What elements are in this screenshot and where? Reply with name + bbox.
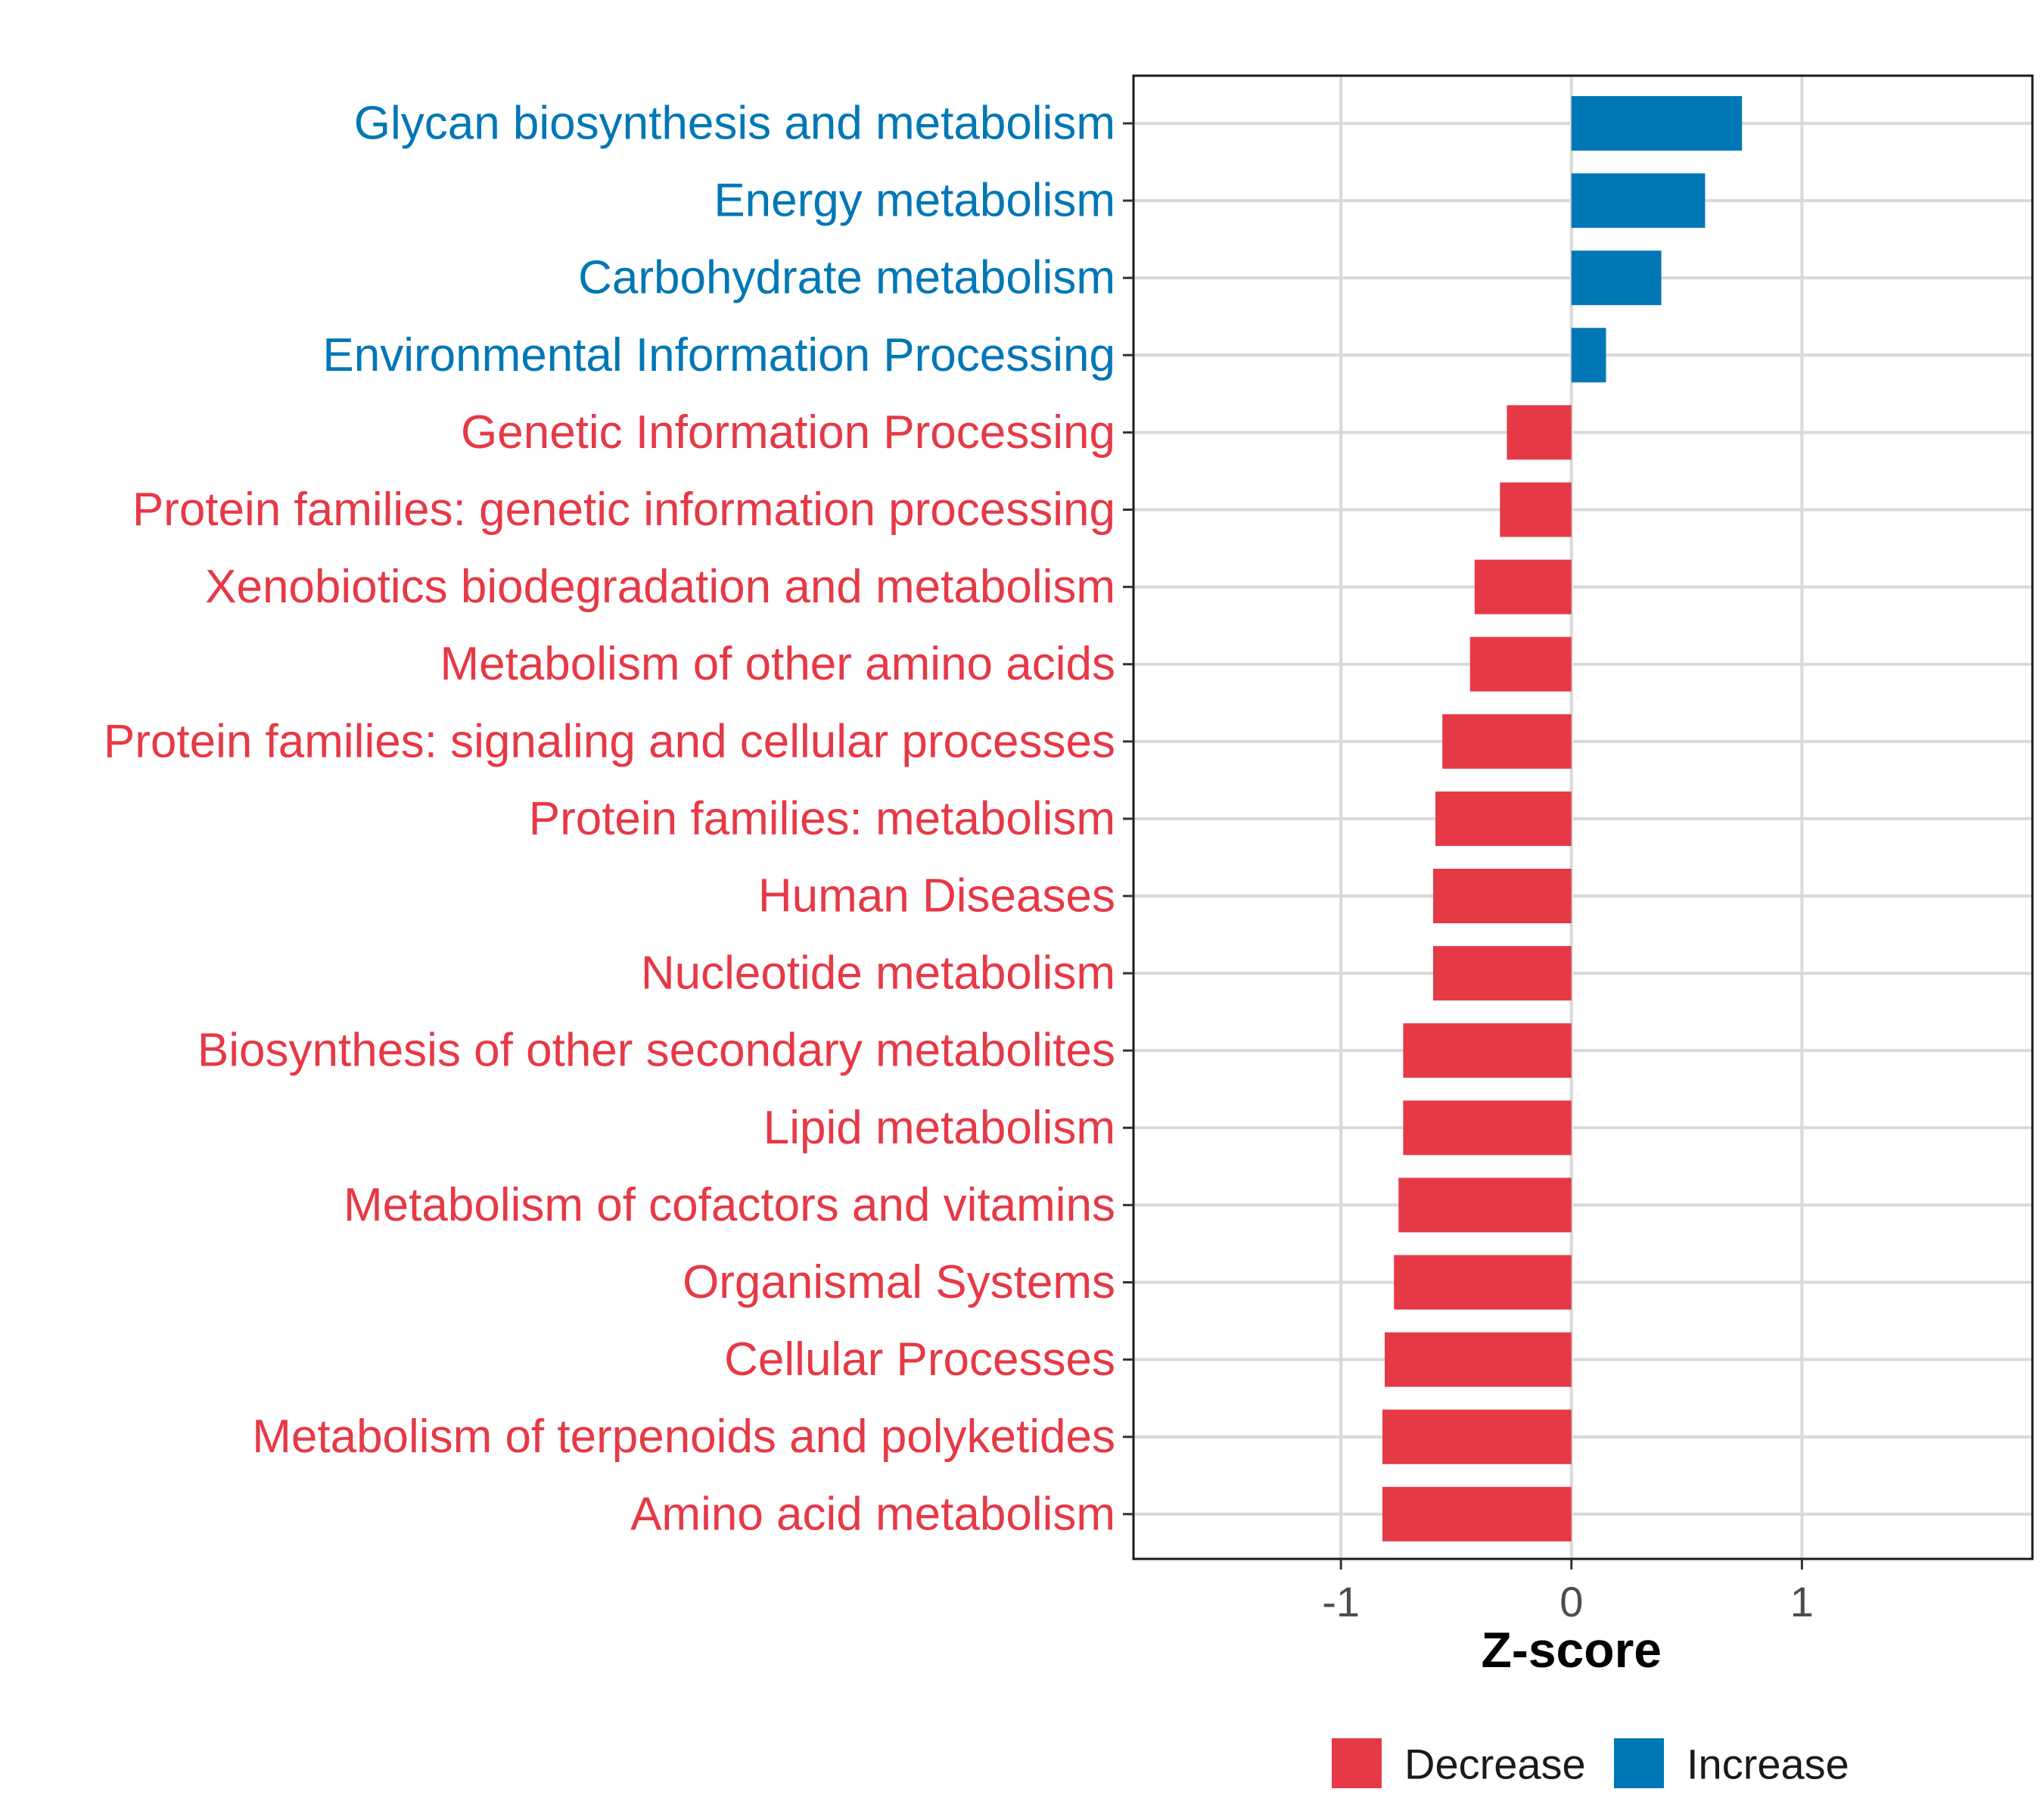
bar-organismal-systems bbox=[1394, 1255, 1572, 1310]
bars bbox=[1382, 96, 1743, 1542]
bar-metabolism-of-other-amino-acids bbox=[1469, 636, 1572, 692]
panel-border bbox=[1132, 74, 2034, 1560]
category-label-cellular-processes: Cellular Processes bbox=[724, 1333, 1115, 1386]
bar-protein-families-genetic-information-processing bbox=[1500, 482, 1572, 537]
category-label-protein-families-metabolism: Protein families: metabolism bbox=[529, 792, 1115, 845]
category-label-xenobiotics-biodegradation-and-metabolism: Xenobiotics biodegradation and metabolis… bbox=[205, 561, 1115, 613]
category-label-lipid-metabolism: Lipid metabolism bbox=[763, 1102, 1115, 1154]
category-label-protein-families-signaling-and-cellular-processes: Protein families: signaling and cellular… bbox=[104, 715, 1115, 767]
bar-energy-metabolism bbox=[1571, 173, 1706, 229]
category-label-amino-acid-metabolism: Amino acid metabolism bbox=[630, 1488, 1115, 1540]
x-axis-ticks: -1 0 1 bbox=[1322, 1559, 1814, 1626]
bar-protein-families-metabolism bbox=[1435, 791, 1572, 846]
bar-human-diseases bbox=[1433, 869, 1572, 923]
x-tick-label: 0 bbox=[1559, 1578, 1583, 1626]
legend: Decrease Increase bbox=[1332, 1738, 1849, 1788]
x-axis-title: Z-score bbox=[1482, 1622, 1662, 1678]
category-label-biosynthesis-of-other-secondary-metabolites: Biosynthesis of other secondary metaboli… bbox=[197, 1025, 1115, 1077]
bar-amino-acid-metabolism bbox=[1382, 1486, 1572, 1542]
grid-lines bbox=[1133, 76, 2032, 1559]
category-label-metabolism-of-cofactors-and-vitamins: Metabolism of cofactors and vitamins bbox=[344, 1179, 1115, 1231]
bar-genetic-information-processing bbox=[1507, 405, 1572, 460]
category-label-protein-families-genetic-information-processing: Protein families: genetic information pr… bbox=[132, 484, 1115, 536]
bar-glycan-biosynthesis-and-metabolism bbox=[1571, 96, 1743, 151]
x-tick-label: 1 bbox=[1790, 1578, 1814, 1626]
bar-nucleotide-metabolism bbox=[1433, 946, 1572, 1001]
bar-metabolism-of-terpenoids-and-polyketides bbox=[1382, 1409, 1572, 1464]
bar-lipid-metabolism bbox=[1403, 1100, 1572, 1156]
category-label-metabolism-of-other-amino-acids: Metabolism of other amino acids bbox=[440, 638, 1115, 690]
category-label-glycan-biosynthesis-and-metabolism: Glycan biosynthesis and metabolism bbox=[354, 98, 1115, 150]
category-label-genetic-information-processing: Genetic Information Processing bbox=[461, 406, 1115, 459]
category-label-energy-metabolism: Energy metabolism bbox=[714, 175, 1115, 227]
category-labels: Glycan biosynthesis and metabolism Energy… bbox=[104, 98, 1115, 1541]
bar-protein-families-signaling-and-cellular-processes bbox=[1442, 714, 1572, 769]
legend-label-increase: Increase bbox=[1687, 1741, 1849, 1788]
bar-biosynthesis-of-other-secondary-metabolites bbox=[1403, 1023, 1572, 1078]
bar-xenobiotics-biodegradation-and-metabolism bbox=[1474, 559, 1572, 614]
legend-label-decrease: Decrease bbox=[1404, 1741, 1586, 1788]
x-tick-label: -1 bbox=[1322, 1578, 1360, 1626]
legend-swatch-increase bbox=[1614, 1738, 1664, 1788]
category-label-environmental-information-processing: Environmental Information Processing bbox=[322, 329, 1115, 381]
y-axis-ticks bbox=[1123, 122, 1133, 1516]
category-label-carbohydrate-metabolism: Carbohydrate metabolism bbox=[578, 252, 1115, 304]
category-label-human-diseases: Human Diseases bbox=[758, 870, 1115, 922]
category-label-nucleotide-metabolism: Nucleotide metabolism bbox=[641, 947, 1115, 1000]
legend-swatch-decrease bbox=[1332, 1738, 1382, 1788]
bar-cellular-processes bbox=[1385, 1332, 1572, 1387]
bar-carbohydrate-metabolism bbox=[1571, 250, 1662, 306]
bar-metabolism-of-cofactors-and-vitamins bbox=[1398, 1178, 1572, 1233]
category-label-organismal-systems: Organismal Systems bbox=[683, 1256, 1115, 1308]
category-label-metabolism-of-terpenoids-and-polyketides: Metabolism of terpenoids and polyketides bbox=[252, 1411, 1115, 1463]
bar-environmental-information-processing bbox=[1571, 328, 1606, 383]
